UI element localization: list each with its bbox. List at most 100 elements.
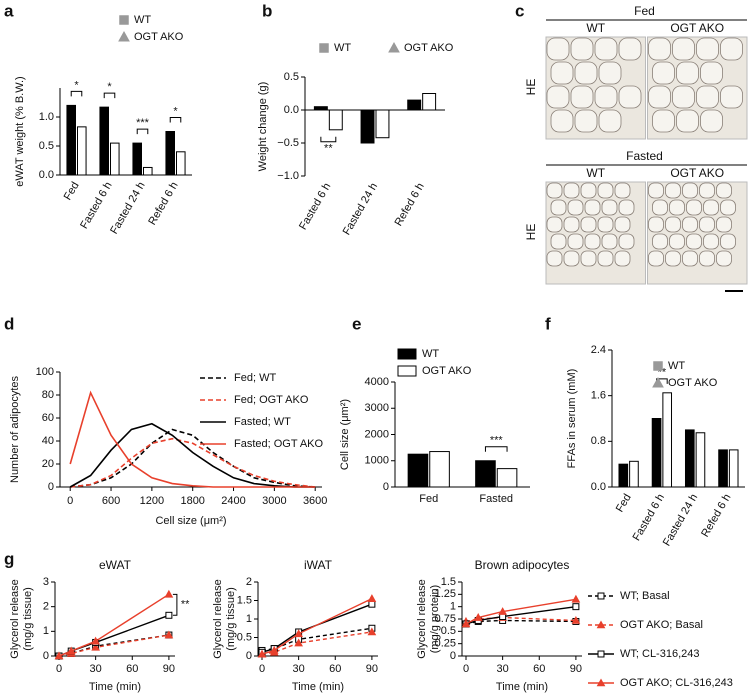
y-tick-label: 1.5: [441, 576, 456, 588]
x-tick-label: Fasted 24 h: [661, 492, 700, 548]
cell: [652, 61, 675, 85]
series-line: [70, 428, 316, 488]
y-tick-label: 0: [246, 650, 252, 662]
y-tick-label: 3: [43, 576, 49, 588]
panel-title: iWAT: [304, 558, 333, 572]
x-tick-label: 0: [463, 663, 469, 675]
legend-label: WT; CL-316,243: [620, 648, 699, 660]
x-tick-label: Fasted 24 h: [108, 180, 147, 236]
marker: [257, 649, 267, 658]
y-tick-label: 3000: [365, 402, 389, 414]
legend-label: OGT AKO: [422, 365, 472, 377]
bar: [684, 429, 695, 488]
bar: [629, 460, 639, 488]
histology-image: [647, 181, 748, 285]
panel-title: eWAT: [99, 558, 132, 572]
bar: [176, 151, 186, 176]
panel-title: Brown adipocytes: [475, 558, 570, 572]
x-tick-label: 600: [102, 495, 120, 507]
x-tick-label: 90: [366, 663, 378, 675]
bar: [422, 93, 437, 111]
y-axis-label: Glycerol release: [416, 579, 428, 658]
cell: [696, 37, 719, 61]
y-tick-label: 0: [383, 481, 389, 493]
cell: [686, 233, 702, 250]
significance-label: **: [181, 599, 190, 611]
cell: [546, 85, 570, 109]
y-tick-label: 2.4: [591, 344, 606, 356]
y-tick-label: 80: [42, 389, 54, 401]
cell: [563, 216, 580, 233]
cell: [563, 250, 580, 267]
cell: [669, 199, 685, 216]
cell: [652, 233, 668, 250]
row-label: HE: [524, 224, 538, 241]
x-axis-label: Time (min): [496, 681, 548, 693]
cell: [700, 109, 723, 133]
x-tick-label: 0: [56, 663, 62, 675]
y-axis-label: Glycerol release: [212, 579, 224, 658]
cell: [614, 182, 631, 199]
y-tick-label: 0.8: [591, 435, 606, 447]
significance-bracket: [136, 128, 149, 135]
bar: [110, 142, 120, 176]
cell: [665, 250, 681, 267]
cell: [601, 233, 618, 250]
marker: [66, 646, 76, 655]
marker: [294, 638, 303, 647]
y-tick-label: 2: [43, 601, 49, 613]
y-tick-label: 0.5: [284, 71, 299, 83]
condition-label: Fed: [634, 4, 655, 18]
y-tick-label: 0.0: [39, 169, 54, 181]
x-tick-label: 30: [293, 663, 305, 675]
x-tick-label: 1200: [140, 495, 164, 507]
y-tick-label: 0.0: [284, 104, 299, 116]
y-axis-label: Number of adipocytes: [9, 376, 21, 483]
series-line: [465, 619, 576, 625]
cell: [618, 233, 635, 250]
significance-label: *: [74, 79, 79, 91]
marker: [164, 589, 174, 598]
cell: [648, 85, 671, 109]
cell: [672, 37, 695, 61]
bar: [375, 109, 390, 139]
x-tick-label: Fasted: [479, 493, 513, 505]
marker: [269, 645, 279, 654]
y-axis-label: Cell size (μm²): [339, 399, 351, 470]
cell: [580, 250, 597, 267]
significance-bracket: [172, 593, 178, 616]
y-tick-label: 0.5: [441, 625, 456, 637]
legend-label: OGT AKO; Basal: [620, 619, 703, 631]
bar: [77, 126, 87, 176]
y-tick-label: 1: [43, 625, 49, 637]
cell: [720, 85, 743, 109]
cell: [584, 199, 601, 216]
cell: [567, 233, 584, 250]
cell: [550, 109, 574, 133]
legend-label: WT: [334, 42, 351, 54]
marker: [91, 636, 100, 645]
x-tick-label: 0: [67, 495, 73, 507]
cell: [720, 199, 736, 216]
bar: [407, 453, 429, 488]
y-tick-label: 0.5: [237, 631, 252, 643]
x-tick-label: Fed: [614, 492, 634, 514]
cell: [682, 250, 698, 267]
y-tick-label: 0.75: [435, 613, 456, 625]
significance-label: **: [324, 143, 333, 155]
series-line: [69, 390, 316, 488]
marker: [597, 650, 605, 658]
y-tick-label: 40: [42, 435, 54, 447]
y-tick-label: 0: [43, 650, 49, 662]
cell: [652, 109, 675, 133]
x-tick-label: Refed 6 h: [393, 181, 427, 228]
panel-letter: a: [4, 1, 14, 20]
cell: [618, 37, 642, 61]
y-axis-label: (mg/g protein): [429, 585, 441, 653]
cell: [580, 216, 597, 233]
cell: [716, 216, 732, 233]
significance-label: *: [173, 105, 178, 117]
marker: [367, 627, 377, 636]
cell: [594, 85, 618, 109]
